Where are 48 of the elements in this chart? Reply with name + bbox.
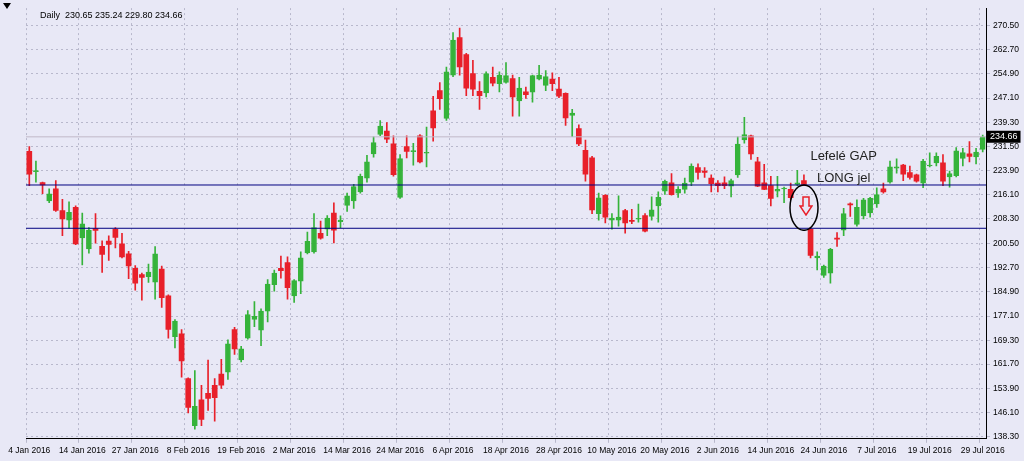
x-tick-label: 18 Apr 2016 [483,445,530,456]
x-tick-label: 2 Mar 2016 [272,445,316,456]
x-tick-label: 6 Apr 2016 [432,445,474,456]
annotation: Lefelé GAP [810,147,877,163]
x-tick-label: 14 Jan 2016 [58,445,106,456]
candlestick [834,232,840,247]
x-tick-label: 8 Feb 2016 [166,445,210,456]
y-tick-label: 254.90 [993,68,1020,79]
candlestick [926,152,933,168]
y-tick-label: 231.50 [993,141,1020,152]
candlestick [105,235,112,261]
y-tick-label: 262.70 [993,43,1020,54]
x-tick-label: 14 Mar 2016 [323,445,372,456]
y-tick-label: 146.10 [993,406,1020,417]
y-tick-label: 169.30 [993,334,1020,345]
y-tick-label: 247.10 [993,92,1020,103]
y-tick-label: 200.50 [993,237,1020,248]
y-tick-label: 177.10 [993,310,1020,321]
x-tick-label: 19 Jul 2016 [907,445,952,456]
x-tick-label: 2 Jun 2016 [696,445,740,456]
y-tick-label: 270.50 [993,19,1020,30]
x-tick-label: 19 Feb 2016 [217,445,266,456]
candlestick [569,108,576,138]
y-tick-label: 208.30 [993,213,1020,224]
annotation: LONG jel [816,169,871,185]
candlestick [523,86,529,99]
x-tick-label: 28 Apr 2016 [536,445,583,456]
y-tick-label: 223.90 [993,164,1020,175]
y-tick-label: 239.30 [993,116,1020,127]
y-tick-label: 138.30 [993,431,1020,442]
x-tick-label: 29 Jul 2016 [960,445,1005,456]
x-tick-label: 20 May 2016 [640,445,690,456]
y-tick-label: 184.90 [993,286,1020,297]
x-tick-label: 27 Jan 2016 [111,445,159,456]
x-tick-label: 24 Mar 2016 [376,445,425,456]
x-tick-label: 4 Jan 2016 [8,445,51,456]
x-tick-label: 14 Jun 2016 [747,445,795,456]
candlestick [781,186,787,204]
x-tick-label: 7 Jul 2016 [857,445,897,456]
candlestick [609,213,615,230]
x-tick-label: 10 May 2016 [587,445,637,456]
y-tick-label: 161.70 [993,358,1020,369]
x-tick-label: 24 Jun 2016 [800,445,848,456]
y-tick-label: 192.70 [993,261,1020,272]
chart-title: Daily 230.65 235.24 229.80 234.66 [40,10,183,21]
y-tick-label: 216.10 [993,188,1020,199]
y-tick-label: 153.90 [993,382,1020,393]
ref-line-label: 234.66 [990,131,1018,142]
